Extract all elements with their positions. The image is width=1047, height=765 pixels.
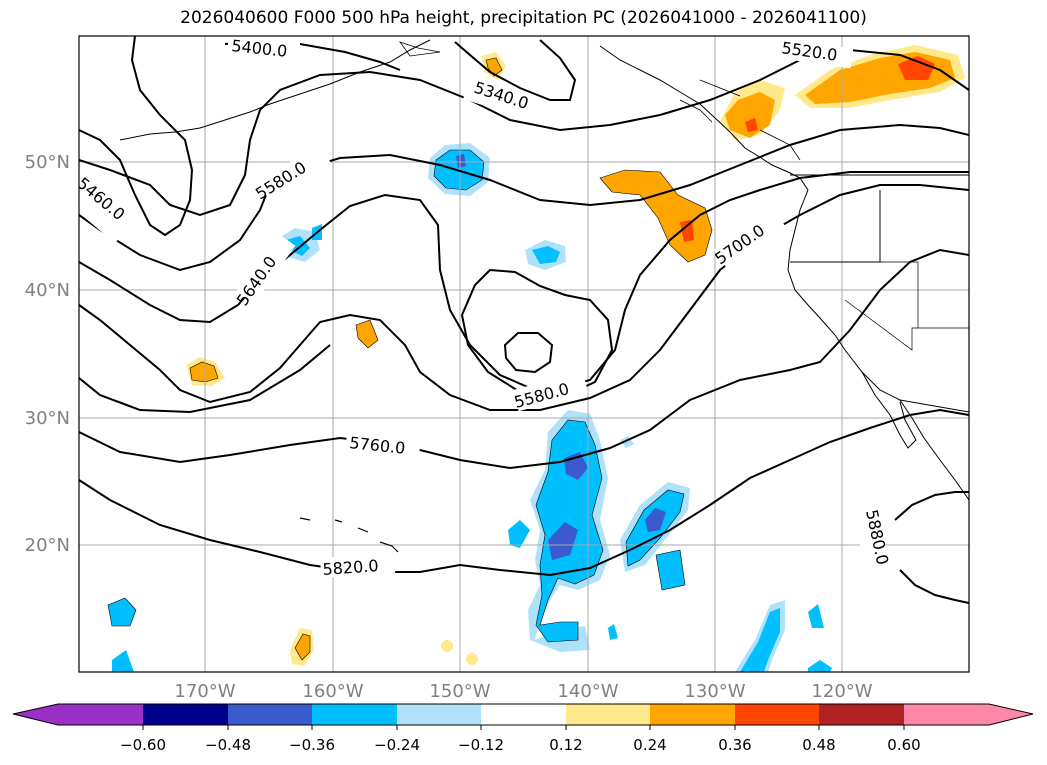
border-state-3 bbox=[880, 261, 919, 328]
colorbar: −0.60 −0.48 −0.36 −0.24 −0.12 0.12 0.24 … bbox=[12, 703, 1034, 754]
lon-label-160w: 160°W bbox=[302, 681, 363, 702]
precip-area-south-main-peak-2 bbox=[548, 522, 578, 560]
colorbar-bin-1 bbox=[143, 704, 228, 725]
precip-area-dot-1 bbox=[441, 640, 453, 652]
precip-negative-areas bbox=[107, 143, 832, 672]
coastline-us-west bbox=[787, 189, 969, 501]
colorbar-bin-8 bbox=[735, 704, 819, 725]
precip-area-small-blue-3 bbox=[508, 520, 530, 548]
precip-area-dot-2 bbox=[466, 653, 478, 665]
contour-5580-loop bbox=[460, 268, 614, 400]
colorbar-tick-label: −0.36 bbox=[289, 736, 335, 754]
colorbar-tick-labels: −0.60 −0.48 −0.36 −0.24 −0.12 0.12 0.24 … bbox=[120, 736, 921, 754]
colorbar-bin-5 bbox=[481, 704, 566, 725]
lat-label-20n: 20°N bbox=[25, 535, 70, 556]
coastline-alaska-aleutians bbox=[119, 39, 431, 141]
precip-area-small-blue-6 bbox=[620, 436, 634, 448]
colorbar-extend-min bbox=[13, 704, 143, 725]
lon-label-150w: 150°W bbox=[429, 681, 490, 702]
precip-area-vancouver-core bbox=[725, 92, 775, 138]
precip-area-southeast-peak bbox=[645, 508, 666, 532]
border-state-2 bbox=[844, 299, 969, 351]
lon-label-170w: 170°W bbox=[174, 681, 235, 702]
contour-5580-low bbox=[503, 332, 554, 374]
colorbar-extend-max bbox=[904, 704, 1033, 725]
contour-5820 bbox=[79, 408, 969, 577]
coastline-hawaii bbox=[299, 517, 399, 553]
lat-label-50n: 50°N bbox=[25, 152, 70, 173]
colorbar-ticks bbox=[142, 725, 905, 730]
graticule bbox=[79, 36, 969, 672]
colorbar-tick-label: 0.24 bbox=[633, 736, 666, 754]
colorbar-bin-6 bbox=[566, 704, 650, 725]
colorbar-tick-label: 0.36 bbox=[718, 736, 751, 754]
precip-shading bbox=[107, 45, 965, 672]
precip-area-west-core bbox=[189, 361, 219, 383]
precip-area-vancouver-peak bbox=[745, 118, 758, 132]
precip-area-small-blue-2 bbox=[112, 650, 134, 672]
lon-label-120w: 120°W bbox=[811, 681, 872, 702]
lon-label-140w: 140°W bbox=[557, 681, 618, 702]
map-frame bbox=[78, 35, 970, 673]
precip-area-small-blue-5 bbox=[808, 660, 832, 672]
precip-area-small-2-core bbox=[485, 57, 503, 77]
contour-5580-north bbox=[79, 123, 969, 272]
precip-area-small-blue-1 bbox=[107, 597, 137, 627]
colorbar-bin-3 bbox=[312, 704, 397, 725]
colorbar-outline bbox=[12, 703, 1034, 726]
border-us-mexico bbox=[899, 399, 969, 413]
precip-area-small-blue-4 bbox=[808, 604, 824, 628]
coastlines bbox=[119, 39, 969, 553]
precip-area-mid-small-core bbox=[532, 246, 560, 264]
precip-area-small-3-core bbox=[294, 633, 311, 661]
lat-axis-labels: 50°N 40°N 30°N 20°N bbox=[25, 152, 70, 556]
precip-area-west-north-core bbox=[286, 236, 310, 256]
contour-5760 bbox=[79, 248, 969, 470]
precip-area-southeast-2 bbox=[655, 549, 686, 591]
contour-5880 bbox=[894, 491, 969, 604]
colorbar-tick-label: −0.24 bbox=[374, 736, 420, 754]
colorbar-tick-label: −0.60 bbox=[120, 736, 166, 754]
contour-5700-south bbox=[79, 344, 331, 414]
precip-area-small-blue-8 bbox=[608, 624, 618, 640]
contour-labels: 5400.0 5340.0 5520.0 5460.0 5580.0 5640.… bbox=[79, 36, 892, 582]
map-background bbox=[79, 36, 969, 672]
precip-area-offshore-peak bbox=[680, 220, 694, 242]
precip-positive-areas bbox=[186, 45, 965, 666]
coastline-alaska-south bbox=[599, 45, 809, 191]
contour-label-5820: 5820.0 bbox=[322, 556, 379, 579]
colorbar-bin-9 bbox=[819, 704, 904, 725]
coastline-baja bbox=[861, 371, 917, 449]
colorbar-tick-label: 0.48 bbox=[802, 736, 835, 754]
colorbar-bin-2 bbox=[228, 704, 312, 725]
precip-area-southeast-3-core bbox=[740, 608, 780, 672]
colorbar-bin-4 bbox=[397, 704, 481, 725]
precip-area-northeast-peak bbox=[898, 56, 935, 80]
contour-5640 bbox=[79, 171, 969, 389]
lat-label-30n: 30°N bbox=[25, 408, 70, 429]
colorbar-bin-7 bbox=[650, 704, 735, 725]
colorbar-tick-label: 0.60 bbox=[887, 736, 920, 754]
precip-area-small-1 bbox=[355, 319, 379, 349]
map-title: 2026040600 F000 500 hPa height, precipit… bbox=[180, 8, 867, 28]
colorbar-tick-label: 0.12 bbox=[549, 736, 582, 754]
contour-5460-ring bbox=[79, 36, 194, 237]
height-contours bbox=[79, 36, 969, 604]
colorbar-tick-label: −0.12 bbox=[458, 736, 504, 754]
lat-label-40n: 40°N bbox=[25, 280, 70, 301]
lon-label-130w: 130°W bbox=[684, 681, 745, 702]
coastline-islands-north bbox=[398, 41, 801, 161]
precip-area-central-north-peak bbox=[456, 154, 466, 168]
lon-axis-labels: 170°W 160°W 150°W 140°W 130°W 120°W bbox=[174, 681, 872, 702]
map-panel: 5400.0 5340.0 5520.0 5460.0 5580.0 5640.… bbox=[78, 35, 970, 673]
contour-5340 bbox=[454, 39, 577, 101]
colorbar-tick-label: −0.48 bbox=[205, 736, 251, 754]
